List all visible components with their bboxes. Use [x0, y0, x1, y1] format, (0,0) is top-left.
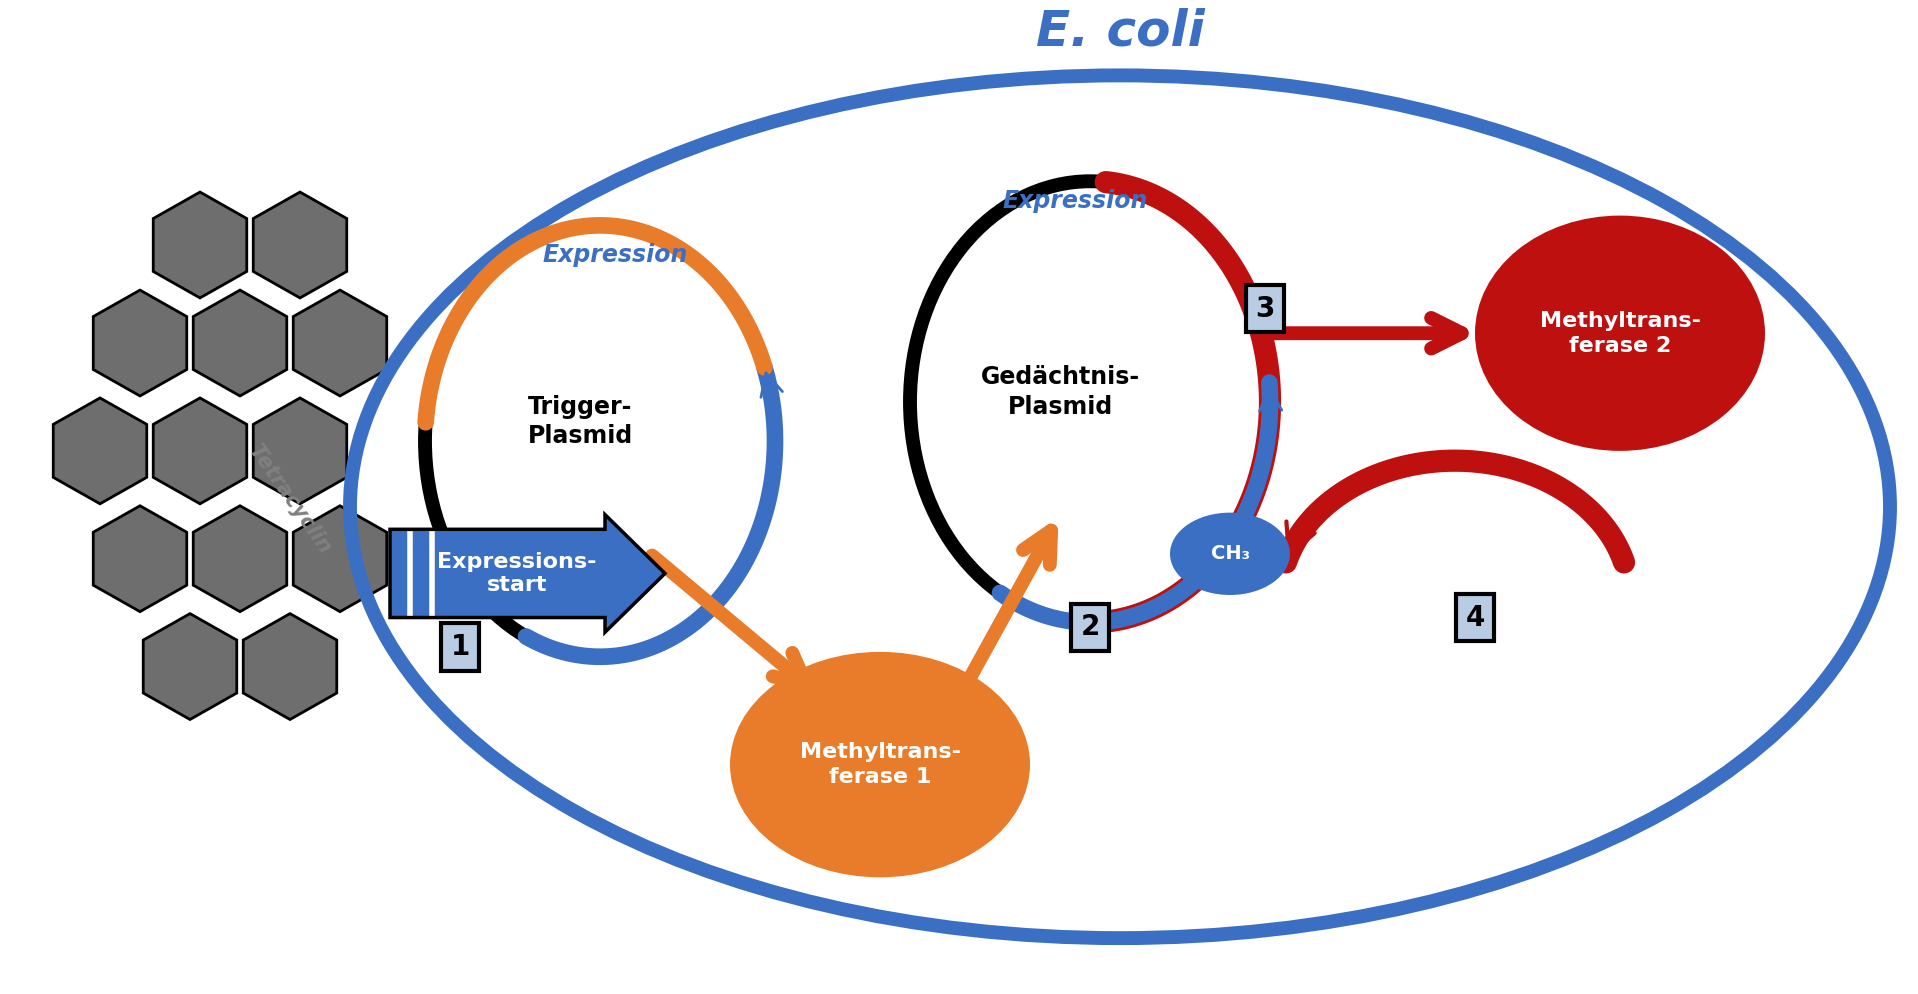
Text: Gedächtnis-
Plasmid: Gedächtnis- Plasmid: [980, 365, 1139, 418]
Text: 2: 2: [1080, 613, 1099, 641]
Polygon shape: [244, 613, 338, 720]
Polygon shape: [194, 506, 288, 611]
Text: 1: 1: [451, 633, 470, 661]
Polygon shape: [153, 192, 247, 298]
FancyArrow shape: [389, 515, 666, 632]
Polygon shape: [144, 613, 236, 720]
Polygon shape: [94, 290, 186, 396]
Text: Expression: Expression: [1003, 189, 1147, 213]
Text: Methyltrans-
ferase 1: Methyltrans- ferase 1: [800, 743, 961, 787]
Polygon shape: [253, 398, 347, 504]
Polygon shape: [293, 506, 387, 611]
Text: E. coli: E. coli: [1036, 8, 1205, 56]
Text: 3: 3: [1254, 294, 1275, 323]
Ellipse shape: [731, 652, 1030, 878]
Text: CH₃: CH₃: [1210, 545, 1249, 564]
Text: Methyltrans-
ferase 2: Methyltrans- ferase 2: [1540, 311, 1701, 356]
Polygon shape: [293, 290, 387, 396]
Text: Expressions-
start: Expressions- start: [437, 552, 596, 595]
Ellipse shape: [1475, 216, 1765, 451]
Polygon shape: [153, 398, 247, 504]
Polygon shape: [194, 290, 288, 396]
Polygon shape: [253, 192, 347, 298]
Polygon shape: [94, 506, 186, 611]
Text: Trigger-
Plasmid: Trigger- Plasmid: [527, 395, 633, 448]
Text: Tetracyclin: Tetracyclin: [246, 442, 336, 558]
Polygon shape: [54, 398, 148, 504]
Text: 4: 4: [1465, 603, 1485, 631]
Text: Expression: Expression: [543, 243, 689, 266]
Ellipse shape: [1170, 513, 1291, 595]
